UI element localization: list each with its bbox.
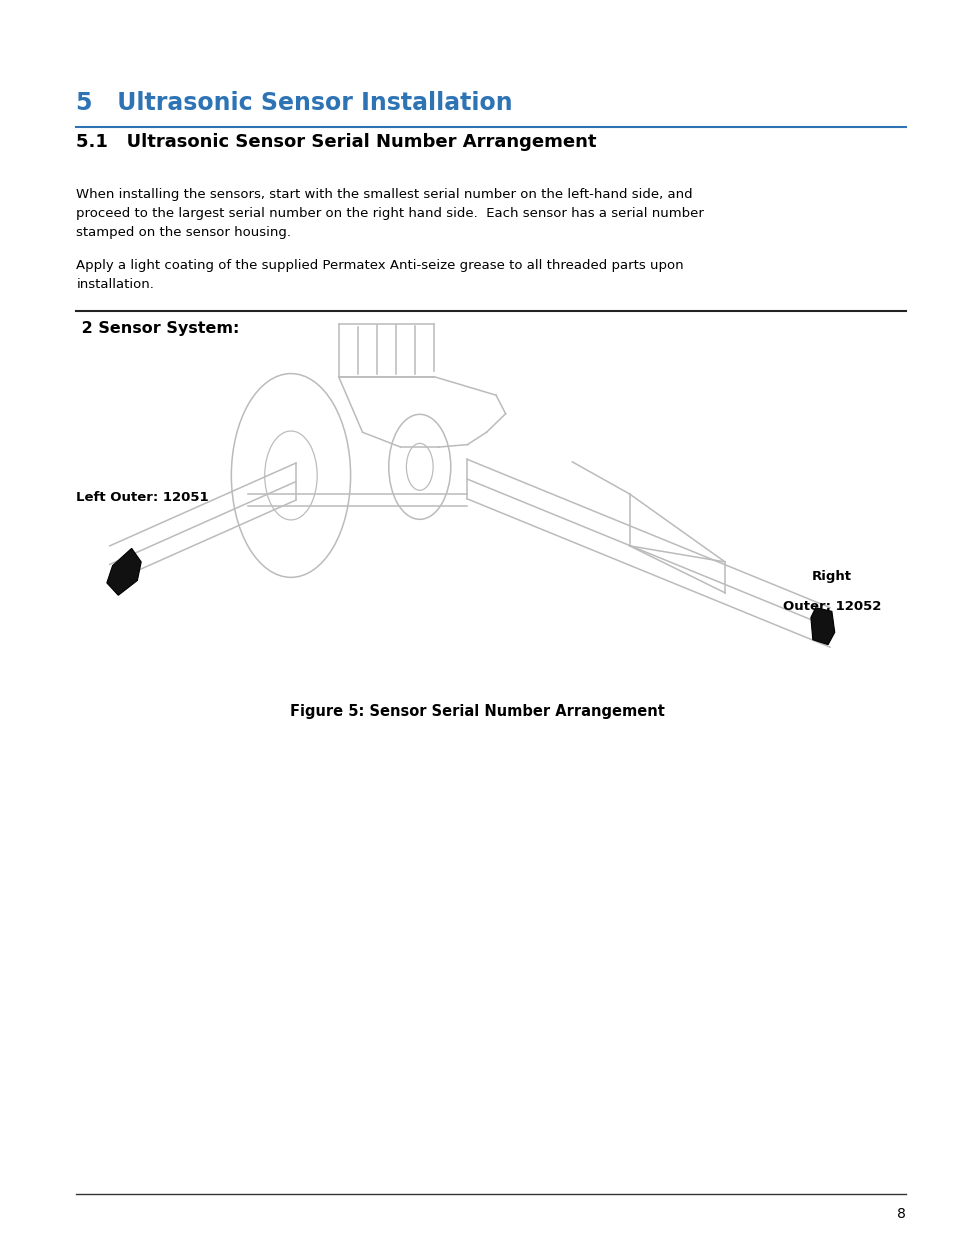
Polygon shape bbox=[810, 608, 834, 645]
Text: 5   Ultrasonic Sensor Installation: 5 Ultrasonic Sensor Installation bbox=[76, 91, 513, 115]
Text: Outer: 12052: Outer: 12052 bbox=[781, 600, 881, 614]
Text: 5.1   Ultrasonic Sensor Serial Number Arrangement: 5.1 Ultrasonic Sensor Serial Number Arra… bbox=[76, 132, 597, 151]
Text: 8: 8 bbox=[897, 1207, 905, 1220]
Text: Apply a light coating of the supplied Permatex Anti-seize grease to all threaded: Apply a light coating of the supplied Pe… bbox=[76, 259, 683, 291]
Text: Left Outer: 12051: Left Outer: 12051 bbox=[76, 490, 209, 504]
Text: When installing the sensors, start with the smallest serial number on the left-h: When installing the sensors, start with … bbox=[76, 188, 703, 238]
Text: Right: Right bbox=[811, 569, 851, 583]
Text: 2 Sensor System:: 2 Sensor System: bbox=[76, 321, 239, 336]
Polygon shape bbox=[107, 548, 141, 595]
Text: Figure 5: Sensor Serial Number Arrangement: Figure 5: Sensor Serial Number Arrangeme… bbox=[290, 704, 663, 719]
